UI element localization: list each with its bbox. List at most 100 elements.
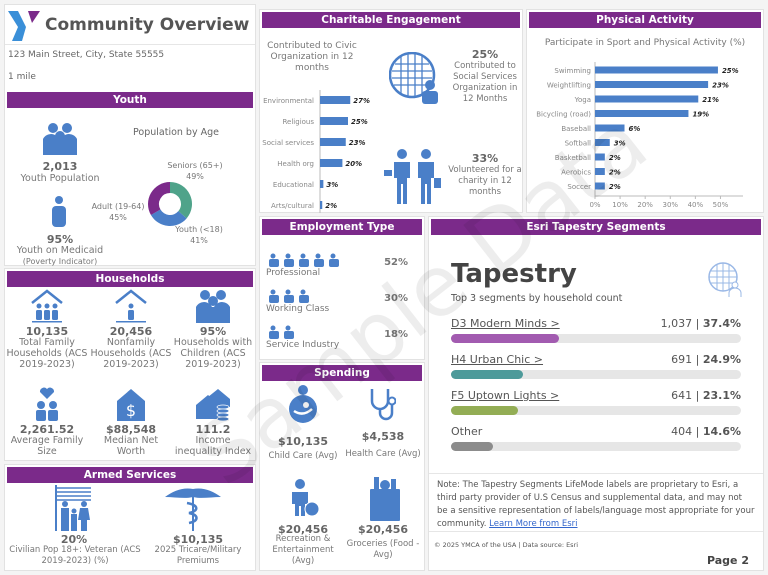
- globe-person-icon: [389, 52, 438, 104]
- bar-value-label: 2%: [325, 202, 337, 210]
- segment-value: 691 | 24.9%: [671, 353, 741, 366]
- segment-bar-track: [451, 442, 741, 451]
- segment-value: 1,037 | 37.4%: [660, 317, 741, 330]
- youth-header: Youth: [7, 92, 253, 108]
- worker-icon-row: [269, 325, 294, 339]
- worker-icon: [300, 253, 306, 259]
- bar-value-label: 19%: [692, 111, 709, 119]
- segment-bar-track: [451, 370, 741, 379]
- page-number: Page 2: [706, 554, 749, 567]
- x-tick-label: 0%: [589, 201, 600, 209]
- bar: [595, 110, 689, 117]
- donut-slice: [150, 209, 187, 226]
- segment-pct: 23.1%: [702, 389, 741, 402]
- segment-count: 1,037: [660, 317, 693, 330]
- bar: [595, 66, 718, 74]
- volunteer-value: 33%: [471, 152, 499, 165]
- recreation-value: $20,456: [277, 523, 329, 536]
- segment-bar-fill: [451, 442, 494, 451]
- bar-value-label: 3%: [614, 140, 626, 148]
- segment-value: 404 | 14.6%: [671, 425, 741, 438]
- employment-label: Working Class: [266, 304, 330, 314]
- slice-pct: 49%: [186, 172, 204, 181]
- flag-family-icon: [55, 485, 91, 531]
- category-label: Arts/cultural: [271, 202, 314, 210]
- charitable-panel: Charitable Engagement Contributed to Civ…: [259, 9, 523, 213]
- person-house-icon: [115, 289, 147, 323]
- employment-header: Employment Type: [262, 219, 422, 235]
- worker-icon: [285, 325, 291, 331]
- segment-count: 691: [671, 353, 693, 366]
- category-label: Baseball: [561, 125, 591, 133]
- worker-icon: [270, 253, 276, 259]
- x-tick-label: 40%: [688, 201, 704, 209]
- physical-bar-chart: Swimming 25% Weightlifting 23% Yoga 21% Bicycl…: [536, 62, 743, 209]
- svg-text:$: $: [126, 401, 136, 420]
- segment-bar-fill: [451, 334, 560, 343]
- category-label: Environmental: [263, 97, 314, 105]
- house-coins-icon: [196, 389, 230, 421]
- person-icon: [52, 196, 66, 227]
- child-care-icon: [289, 385, 317, 423]
- youth-population-value: 2,013: [42, 160, 78, 173]
- household-value: 111.2: [195, 423, 231, 436]
- segment-link[interactable]: F5 Uptown Lights >: [451, 389, 560, 402]
- learn-more-link[interactable]: Learn More from Esri: [489, 519, 578, 529]
- group-icon: [43, 123, 77, 155]
- bar-value-label: 2%: [609, 154, 621, 162]
- segment-link[interactable]: H4 Urban Chic >: [451, 353, 544, 366]
- household-value: 10,135: [25, 325, 69, 338]
- civic-bar-chart: Environmental 27% Religious 25% Social servi…: [262, 90, 370, 213]
- segment-bar-track: [451, 406, 741, 415]
- segment-count: 641: [671, 389, 693, 402]
- employment-panel: Employment Type Professional 52% Working C…: [259, 216, 425, 360]
- bar-value-label: 2%: [609, 183, 621, 191]
- household-value: 2,261.52: [19, 423, 75, 436]
- physical-activity-panel: Physical Activity Participate in Sport a…: [526, 9, 764, 213]
- bar-value-label: 21%: [702, 96, 719, 104]
- bar-value-label: 20%: [345, 160, 362, 168]
- employment-value: 18%: [384, 329, 408, 340]
- employment-label: Professional: [266, 268, 321, 278]
- segment-bar-fill: [451, 406, 518, 415]
- physical-header: Physical Activity: [529, 12, 761, 28]
- bar: [595, 95, 699, 103]
- header-youth-panel: Community Overview 123 Main Street, City…: [4, 4, 256, 266]
- category-label: Religious: [283, 118, 315, 126]
- household-label: Median Net Worth: [103, 435, 159, 457]
- bar: [320, 96, 351, 104]
- volunteers-icon: [384, 149, 441, 204]
- tapestry-note: Note: The Tapestry Segments LifeMode lab…: [437, 479, 755, 531]
- adult-label: Adult (19-64) 45%: [83, 201, 153, 223]
- bar: [320, 180, 324, 188]
- age-chart-title: Population by Age: [133, 127, 219, 138]
- bar: [595, 139, 610, 146]
- seniors-label: Seniors (65+) 49%: [155, 160, 235, 182]
- segment-pct: 37.4%: [702, 317, 741, 330]
- worker-icon: [285, 289, 291, 295]
- bar-value-label: 6%: [629, 125, 641, 133]
- bar: [320, 159, 343, 167]
- family-house-icon: [31, 289, 63, 323]
- segment-bar-fill: [451, 370, 524, 379]
- tapestry-title: Tapestry: [451, 259, 577, 289]
- social-label: Contributed to Social Services Organizat…: [452, 61, 518, 104]
- slice-pct: 45%: [109, 213, 127, 222]
- segment-link[interactable]: D3 Modern Minds >: [451, 317, 560, 330]
- bar-value-label: 3%: [326, 181, 338, 189]
- bar-value-label: 23%: [712, 82, 729, 90]
- household-label: Nonfamily Households (ACS 2019-2023): [90, 337, 172, 370]
- category-label: Swimming: [554, 67, 591, 75]
- radius: 1 mile: [8, 72, 36, 82]
- employment-label: Service Industry: [266, 340, 340, 350]
- slice-label: Adult (19-64): [91, 202, 145, 211]
- civic-chart-title: Contributed to Civic Organization in 12 …: [267, 41, 357, 73]
- employment-value: 30%: [384, 293, 408, 304]
- x-tick-label: 20%: [637, 201, 653, 209]
- family-heart-icon: [36, 387, 58, 421]
- household-value: $88,548: [105, 423, 157, 436]
- child-ball-icon: [292, 479, 320, 517]
- caduceus-icon: [165, 488, 221, 531]
- category-label: Softball: [565, 140, 591, 148]
- note-text: Note: The Tapestry Segments LifeMode lab…: [437, 480, 755, 529]
